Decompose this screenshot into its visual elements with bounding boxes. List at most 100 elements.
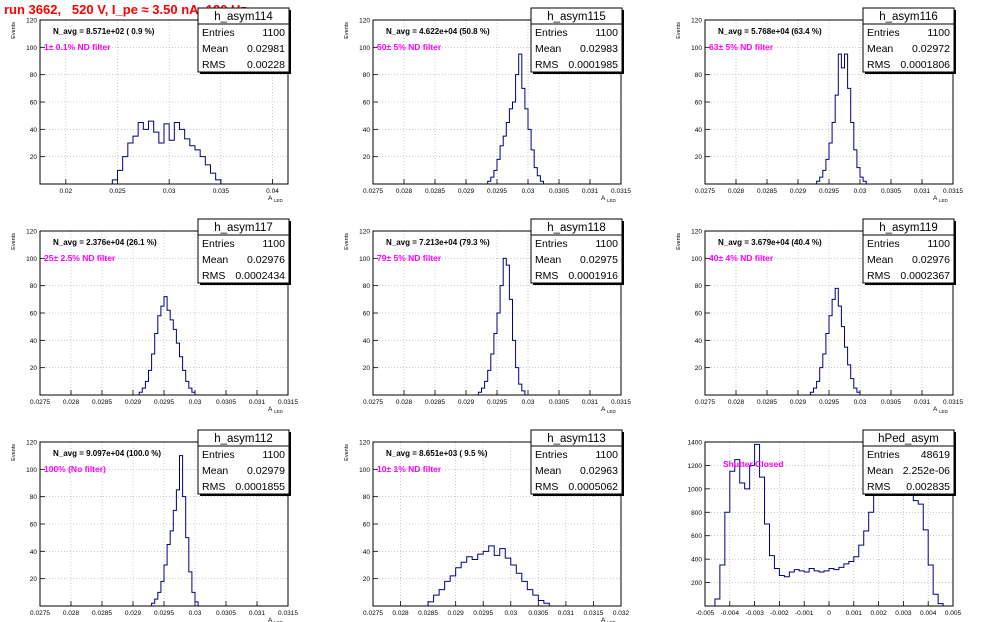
x-axis-title-sub: LED: [274, 198, 284, 203]
panel-h_asym116: 0.0275 0.028 0.0285 0.029 0.0295 0.03 0.0305 0.…: [676, 7, 963, 203]
y-axis-title: Events: [11, 444, 17, 461]
stats-box-frame: [197, 7, 290, 73]
x-tick-label: -0.001: [795, 610, 814, 617]
stats-box-frame: [862, 7, 955, 73]
x-tick-label: 0.0305: [549, 399, 569, 406]
x-tick-label: 0.0285: [425, 399, 445, 406]
navg-annotation: N_avg = 5.768e+04 (63.4 %): [718, 27, 822, 36]
x-tick-label: 0.001: [846, 610, 863, 617]
x-tick-label: 0.03: [163, 188, 176, 195]
stats-box: h_asym114 Entries 1100 Mean 0.02981 RMS 0.0022…: [197, 7, 291, 74]
filter-annotation: 50± 5% ND filter: [377, 42, 442, 52]
x-tick-label: 0.003: [895, 610, 912, 617]
stat-value: 0.02976: [912, 254, 950, 266]
stats-box-frame: [530, 7, 623, 73]
x-tick-label: 0.029: [458, 399, 475, 406]
x-tick-label: 0.0285: [757, 399, 777, 406]
filter-annotation: 100% (No filter): [44, 464, 106, 474]
stat-value: 0.02983: [580, 43, 618, 55]
x-tick-label: 0.0305: [216, 610, 236, 617]
y-tick-label: 100: [359, 256, 370, 263]
y-axis-title: Events: [11, 22, 17, 39]
x-axis-title: A: [601, 406, 606, 413]
filter-annotation: 79± 5% ND filter: [377, 253, 442, 263]
stat-label: Mean: [535, 43, 561, 55]
stat-value: 0.02972: [912, 43, 950, 55]
x-tick-label: 0.028: [63, 399, 80, 406]
y-tick-label: 60: [363, 522, 371, 529]
y-tick-label: 60: [363, 100, 371, 107]
y-tick-label: 80: [363, 283, 371, 290]
x-tick-label: 0.0275: [695, 399, 715, 406]
x-tick-label: 0.029: [125, 610, 142, 617]
stat-label: RMS: [867, 270, 890, 282]
stats-box-frame: [862, 429, 955, 495]
y-tick-label: 80: [695, 72, 703, 79]
x-tick-label: 0.025: [109, 188, 126, 195]
x-tick-label: 0.02: [60, 188, 73, 195]
stats-box-frame: [197, 429, 290, 495]
filter-annotation: 40± 4% ND filter: [709, 253, 774, 263]
x-axis-title: A: [268, 195, 273, 202]
y-tick-label: 40: [695, 127, 703, 134]
stat-label: Entries: [202, 449, 235, 461]
y-tick-label: 80: [30, 72, 38, 79]
x-tick-label: 0.0315: [278, 399, 298, 406]
histogram-series: [816, 53, 867, 184]
navg-annotation: N_avg = 8.571e+02 ( 0.9 %): [53, 27, 155, 36]
stat-value: 1100: [595, 238, 618, 250]
y-axis-title: Events: [676, 233, 682, 250]
x-tick-label: -0.003: [745, 610, 764, 617]
navg-annotation: N_avg = 9.097e+04 (100.0 %): [53, 449, 161, 458]
x-tick-label: 0.029: [790, 188, 807, 195]
stat-label: Entries: [535, 27, 568, 39]
x-tick-label: 0.031: [249, 610, 266, 617]
histogram-series: [487, 53, 544, 184]
stat-value: 0.0005062: [568, 481, 618, 493]
x-tick-label: 0.0305: [528, 610, 548, 617]
x-tick-label: 0.03: [504, 610, 517, 617]
stat-value: 1100: [262, 238, 285, 250]
stat-value: 0.0001916: [568, 270, 618, 282]
stat-label: RMS: [535, 59, 558, 71]
y-tick-label: 100: [26, 45, 37, 52]
stat-value: 0.0001806: [900, 59, 950, 71]
x-tick-label: 0.0275: [30, 610, 50, 617]
stat-value: 1100: [595, 449, 618, 461]
histogram-name: h_asym115: [547, 11, 606, 23]
filter-annotation: Shutter Closed: [723, 459, 783, 469]
y-axis-title: Events: [11, 233, 17, 250]
stat-label: Mean: [867, 254, 893, 266]
x-axis-title-sub: LED: [607, 409, 617, 414]
stats-box: hPed_asym Entries 48619 Mean 2.252e-06 RMS 0.0…: [862, 429, 956, 496]
stat-label: Entries: [867, 449, 900, 461]
x-tick-label: 0.0315: [611, 399, 631, 406]
y-tick-label: 100: [359, 467, 370, 474]
x-axis-title: A: [933, 406, 938, 413]
stat-value: 1100: [927, 27, 950, 39]
x-tick-label: 0: [827, 610, 831, 617]
x-tick-label: 0.0295: [154, 399, 174, 406]
panel-h_asym117: 0.0275 0.028 0.0285 0.029 0.0295 0.03 0.0305 0.…: [11, 218, 298, 414]
histogram-series: [138, 296, 196, 395]
x-tick-label: 0.031: [558, 610, 575, 617]
histogram-name: h_asym118: [547, 222, 606, 234]
x-tick-label: 0.029: [790, 399, 807, 406]
x-axis-title-sub: LED: [274, 620, 284, 622]
stat-value: 1100: [262, 449, 285, 461]
y-tick-label: 40: [695, 338, 703, 345]
stat-value: 1100: [927, 238, 950, 250]
filter-annotation: 25± 2.5% ND filter: [44, 253, 116, 263]
x-axis-title-sub: LED: [939, 409, 949, 414]
x-tick-label: -0.004: [721, 610, 740, 617]
x-tick-label: 0.04: [266, 188, 279, 195]
stat-value: 0.0002434: [235, 270, 285, 282]
y-tick-label: 60: [30, 311, 38, 318]
x-axis-title-sub: LED: [607, 198, 617, 203]
x-tick-label: 0.031: [914, 399, 931, 406]
y-tick-label: 120: [691, 18, 702, 25]
stats-box: h_asym112 Entries 1100 Mean 0.02979 RMS 0.0001…: [197, 429, 291, 496]
x-tick-label: 0.028: [392, 610, 409, 617]
y-tick-label: 1400: [688, 440, 703, 447]
